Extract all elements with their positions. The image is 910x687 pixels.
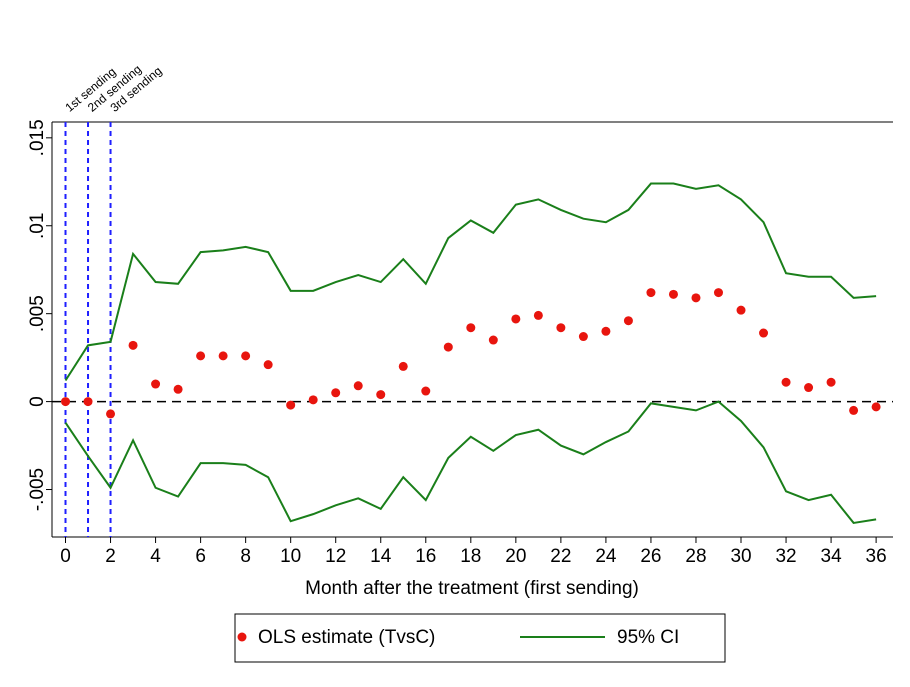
estimate-dot bbox=[218, 351, 228, 361]
estimate-dot bbox=[871, 402, 881, 412]
estimate-dot bbox=[736, 305, 746, 315]
estimate-dot bbox=[331, 388, 341, 398]
estimate-dot bbox=[668, 289, 678, 299]
estimate-dot bbox=[759, 328, 769, 338]
y-tick-label: -.005 bbox=[27, 468, 48, 511]
x-tick-label: 10 bbox=[280, 546, 301, 567]
x-tick-label: 26 bbox=[640, 546, 661, 567]
x-tick-label: 22 bbox=[550, 546, 571, 567]
estimate-dot bbox=[849, 405, 859, 415]
estimate-dot bbox=[196, 351, 206, 361]
x-tick-label: 28 bbox=[685, 546, 706, 567]
legend-marker bbox=[237, 632, 247, 642]
y-tick-label: .005 bbox=[27, 295, 48, 332]
estimate-dot bbox=[106, 409, 116, 419]
estimate-dot bbox=[308, 395, 318, 405]
x-tick-label: 0 bbox=[60, 546, 71, 567]
estimate-dot bbox=[646, 288, 656, 298]
estimate-dot bbox=[151, 379, 161, 389]
x-tick-label: 14 bbox=[370, 546, 392, 567]
x-tick-label: 12 bbox=[325, 546, 346, 567]
x-tick-label: 36 bbox=[866, 546, 887, 567]
x-tick-label: 18 bbox=[460, 546, 481, 567]
x-tick-label: 20 bbox=[505, 546, 526, 567]
estimate-dot bbox=[263, 360, 273, 370]
estimate-dot bbox=[781, 377, 791, 387]
estimate-dot bbox=[578, 332, 588, 342]
x-tick-label: 4 bbox=[150, 546, 161, 567]
legend-box bbox=[234, 613, 726, 663]
x-tick-label: 32 bbox=[775, 546, 796, 567]
x-tick-label: 8 bbox=[240, 546, 251, 567]
y-tick-label: .01 bbox=[27, 213, 48, 239]
estimate-dot bbox=[421, 386, 431, 396]
estimate-dot bbox=[623, 316, 633, 326]
estimate-dot bbox=[466, 323, 476, 333]
legend-label: 95% CI bbox=[617, 627, 679, 648]
estimate-dot bbox=[61, 397, 71, 407]
estimate-dot bbox=[286, 400, 296, 410]
estimate-dot bbox=[488, 335, 498, 345]
estimate-dot bbox=[353, 381, 363, 391]
estimate-dot bbox=[713, 288, 723, 298]
ci-upper-line bbox=[64, 182, 877, 382]
estimate-dot bbox=[601, 326, 611, 336]
y-tick-label: 0 bbox=[27, 396, 48, 407]
estimate-dot bbox=[443, 342, 453, 352]
estimate-dot bbox=[556, 323, 566, 333]
legend-label: OLS estimate (TvsC) bbox=[258, 627, 435, 648]
estimate-dot bbox=[376, 390, 386, 400]
x-tick-label: 6 bbox=[195, 546, 206, 567]
x-tick-label: 24 bbox=[595, 546, 617, 567]
y-tick-label: .015 bbox=[27, 119, 48, 156]
x-tick-label: 2 bbox=[105, 546, 116, 567]
ci-lower-line bbox=[64, 400, 877, 525]
x-tick-label: 30 bbox=[730, 546, 751, 567]
estimate-dot bbox=[804, 383, 814, 393]
estimate-dot bbox=[128, 340, 138, 350]
estimate-dot bbox=[691, 293, 701, 303]
estimate-dot bbox=[241, 351, 251, 361]
estimate-dot bbox=[826, 377, 836, 387]
x-tick-label: 34 bbox=[821, 546, 843, 567]
estimate-dot bbox=[83, 397, 93, 407]
estimate-dot bbox=[398, 361, 408, 371]
estimate-dot bbox=[533, 310, 543, 320]
x-axis-title: Month after the treatment (first sending… bbox=[305, 578, 639, 599]
x-tick-label: 16 bbox=[415, 546, 436, 567]
estimate-dot bbox=[511, 314, 521, 324]
estimate-dot bbox=[173, 384, 183, 394]
